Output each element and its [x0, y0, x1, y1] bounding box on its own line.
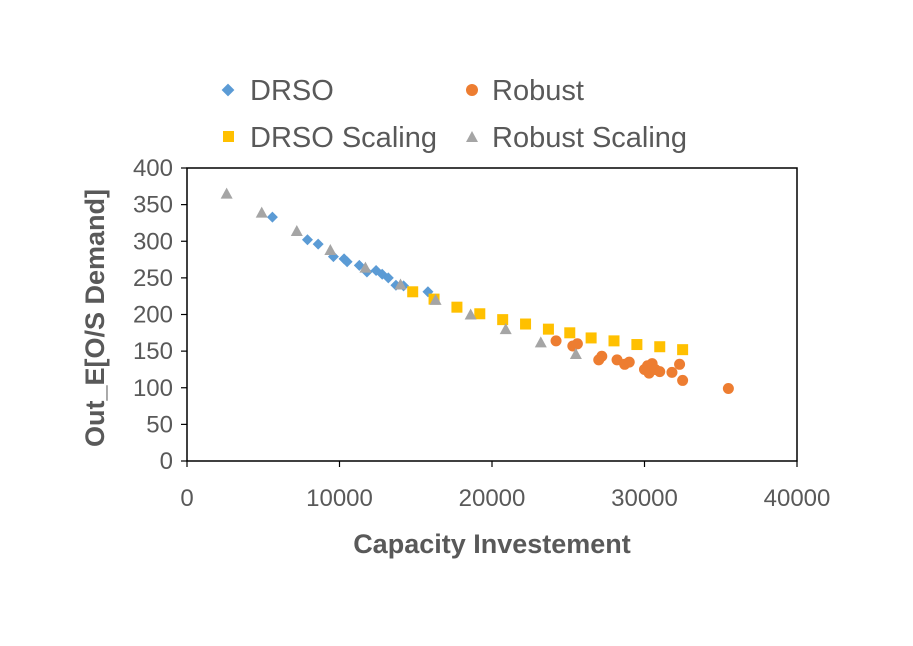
- y-tick-label: 200: [133, 302, 173, 329]
- point-robust-scaling: [255, 206, 268, 218]
- point-drso-scaling: [608, 335, 620, 347]
- point-drso-scaling: [407, 286, 419, 298]
- legend-item-drso-scaling: DRSO Scaling: [223, 122, 437, 154]
- point-robust: [596, 350, 608, 362]
- y-tick-label: 100: [133, 375, 173, 402]
- point-drso-scaling: [564, 327, 576, 339]
- y-axis: 0 50 100 150 200 250 300 350 400: [133, 155, 187, 475]
- point-drso: [301, 234, 313, 246]
- legend-label-robust-scaling: Robust Scaling: [492, 122, 687, 154]
- y-tick-label: 350: [133, 192, 173, 219]
- point-drso: [312, 238, 324, 250]
- point-drso-scaling: [474, 308, 486, 320]
- y-tick-label: 0: [160, 448, 173, 475]
- point-robust-scaling: [499, 323, 512, 335]
- point-robust: [677, 374, 689, 386]
- legend: DRSO Robust DRSO Scaling Robust Scaling: [221, 75, 687, 154]
- x-axis: 0 10000 20000 30000 40000: [180, 461, 830, 512]
- point-robust-scaling: [394, 278, 407, 290]
- point-drso: [382, 272, 394, 284]
- y-tick-label: 300: [133, 228, 173, 255]
- point-drso: [266, 211, 278, 223]
- point-robust-scaling: [359, 261, 372, 273]
- point-robust: [550, 335, 562, 347]
- point-drso-scaling: [451, 301, 463, 313]
- x-tick-label: 20000: [459, 485, 526, 512]
- point-robust-scaling: [290, 224, 303, 236]
- legend-marker-robust-scaling: [466, 131, 478, 142]
- point-drso-scaling: [631, 339, 643, 351]
- y-tick-label: 50: [146, 411, 173, 438]
- legend-marker-drso: [221, 83, 235, 97]
- point-robust: [666, 366, 678, 378]
- point-drso: [341, 256, 353, 268]
- data-points: [220, 187, 734, 394]
- point-robust: [623, 356, 635, 368]
- y-tick-label: 250: [133, 265, 173, 292]
- point-drso-scaling: [654, 341, 666, 353]
- point-robust: [722, 382, 734, 394]
- legend-label-robust: Robust: [492, 75, 584, 107]
- y-axis-title: Out_E[O/S Demand]: [80, 189, 110, 447]
- point-robust-scaling: [324, 244, 337, 256]
- point-drso-scaling: [677, 344, 689, 356]
- point-robust: [571, 338, 583, 350]
- x-tick-label: 0: [180, 485, 193, 512]
- legend-label-drso: DRSO: [250, 75, 334, 107]
- point-robust-scaling: [569, 348, 582, 360]
- point-robust-scaling: [464, 308, 477, 320]
- x-tick-label: 30000: [611, 485, 678, 512]
- legend-marker-drso-scaling: [223, 131, 234, 142]
- point-robust: [654, 366, 666, 378]
- point-robust-scaling: [429, 293, 442, 305]
- point-robust-scaling: [220, 187, 233, 199]
- legend-marker-robust: [466, 84, 478, 96]
- legend-item-robust-scaling: Robust Scaling: [466, 122, 687, 154]
- legend-item-robust: Robust: [466, 75, 584, 107]
- x-axis-title: Capacity Investement: [353, 529, 631, 559]
- y-tick-label: 400: [133, 155, 173, 182]
- point-robust: [674, 358, 686, 370]
- x-tick-label: 40000: [764, 485, 831, 512]
- legend-label-drso-scaling: DRSO Scaling: [250, 122, 437, 154]
- point-drso-scaling: [542, 323, 554, 335]
- legend-item-drso: DRSO: [221, 75, 334, 107]
- y-tick-label: 150: [133, 338, 173, 365]
- plot-area: [186, 167, 798, 462]
- point-drso-scaling: [520, 318, 532, 330]
- point-robust-scaling: [534, 336, 547, 348]
- x-tick-label: 10000: [306, 485, 373, 512]
- point-drso-scaling: [585, 332, 597, 344]
- point-drso-scaling: [497, 314, 509, 326]
